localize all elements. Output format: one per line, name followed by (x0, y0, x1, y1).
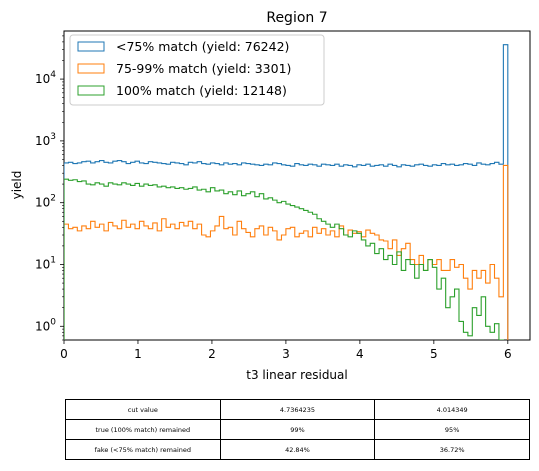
y-tick-label: 104 (35, 70, 56, 86)
y-tick-label: 101 (35, 255, 56, 271)
series-line-0 (64, 44, 509, 340)
x-axis-label: t3 linear residual (246, 368, 347, 382)
table-cell: 95% (374, 419, 530, 440)
table-cell: 36.72% (374, 439, 530, 460)
table-row: cut value 4.7364235 4.014349 (65, 399, 530, 420)
table-cell: 4.7364235 (219, 399, 376, 420)
table-cell: 42.84% (219, 439, 376, 460)
legend-swatch-0 (77, 41, 105, 52)
table-row: fake (<75% match) remained 42.84% 36.72% (65, 439, 530, 460)
legend-box (69, 34, 325, 106)
y-axis-label: yield (10, 171, 24, 200)
y-tick-label: 100 (35, 317, 56, 333)
series-line-2 (64, 178, 504, 340)
legend-label-2: 100% match (yield: 12148) (116, 83, 287, 98)
legend: <75% match (yield: 76242) 75-99% match (… (69, 34, 325, 106)
table-cell: true (100% match) remained (65, 419, 221, 440)
y-tick-label: 103 (35, 132, 56, 148)
series-line-1 (64, 164, 509, 340)
legend-label-0: <75% match (yield: 76242) (116, 39, 289, 54)
x-axis: 0 1 2 3 4 5 6 (60, 340, 512, 361)
series-layer (64, 44, 509, 340)
table-row: true (100% match) remained 99% 95% (65, 419, 530, 440)
y-axis: 100 101 102 103 104 (35, 35, 64, 341)
legend-swatch-2 (77, 85, 105, 96)
x-tick-label: 1 (134, 347, 142, 361)
table-cell: 99% (219, 419, 376, 440)
x-tick-label: 2 (208, 347, 216, 361)
y-tick-label: 102 (35, 194, 56, 210)
cut-table: cut value 4.7364235 4.014349 true (100% … (65, 399, 530, 460)
x-tick-label: 3 (282, 347, 290, 361)
legend-swatch-1 (77, 63, 105, 74)
x-tick-label: 5 (430, 347, 438, 361)
x-tick-label: 0 (60, 347, 68, 361)
table-cell: 4.014349 (374, 399, 530, 420)
x-tick-label: 6 (504, 347, 512, 361)
table-cell: cut value (65, 399, 221, 420)
table-cell: fake (<75% match) remained (65, 439, 221, 460)
legend-label-1: 75-99% match (yield: 3301) (116, 61, 291, 76)
x-tick-label: 4 (356, 347, 364, 361)
chart-title: Region 7 (266, 10, 327, 26)
